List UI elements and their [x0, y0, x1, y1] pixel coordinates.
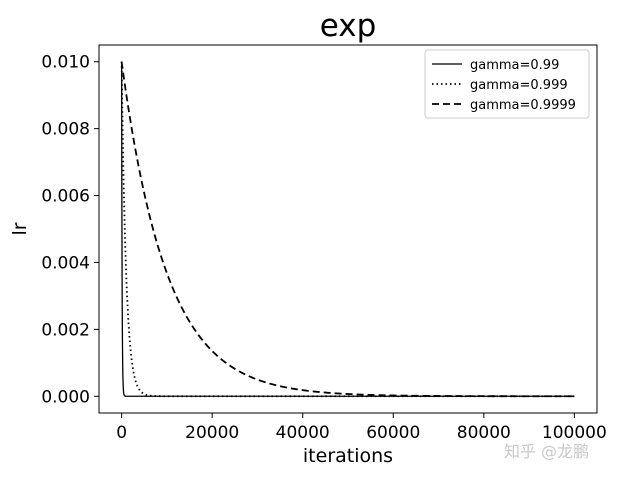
legend-label-3: gamma=0.9999 — [470, 98, 576, 113]
x-tick-label: 80000 — [457, 423, 511, 443]
legend-label-1: gamma=0.99 — [470, 58, 559, 73]
y-tick-label: 0.002 — [41, 320, 90, 340]
x-tick-label: 60000 — [366, 423, 420, 443]
x-axis-label: iterations — [303, 445, 393, 467]
legend-label-2: gamma=0.999 — [470, 78, 568, 93]
x-axis-ticks: 0 20000 40000 60000 80000 100000 — [116, 413, 607, 443]
y-axis-ticks: 0.000 0.002 0.004 0.006 0.008 0.010 — [41, 53, 99, 407]
x-tick-label: 0 — [116, 423, 127, 443]
plot-frame — [98, 44, 598, 414]
x-tick-label: 40000 — [276, 423, 330, 443]
legend-box — [424, 49, 590, 119]
y-axis-label: lr — [9, 222, 31, 235]
x-tick-label: 20000 — [185, 423, 239, 443]
legend: gamma=0.99 gamma=0.999 gamma=0.9999 — [424, 49, 590, 119]
chart-title: exp — [320, 8, 377, 44]
watermark: 知乎 @龙鹏 — [504, 442, 589, 461]
y-tick-label: 0.008 — [41, 120, 90, 140]
plot-lines — [120, 61, 575, 398]
y-tick-label: 0.004 — [41, 253, 90, 273]
y-tick-label: 0.006 — [41, 187, 90, 207]
x-tick-label: 100000 — [542, 423, 607, 443]
y-tick-label: 0.000 — [41, 387, 90, 407]
series-line-3 — [120, 61, 575, 398]
y-tick-label: 0.010 — [41, 53, 90, 73]
